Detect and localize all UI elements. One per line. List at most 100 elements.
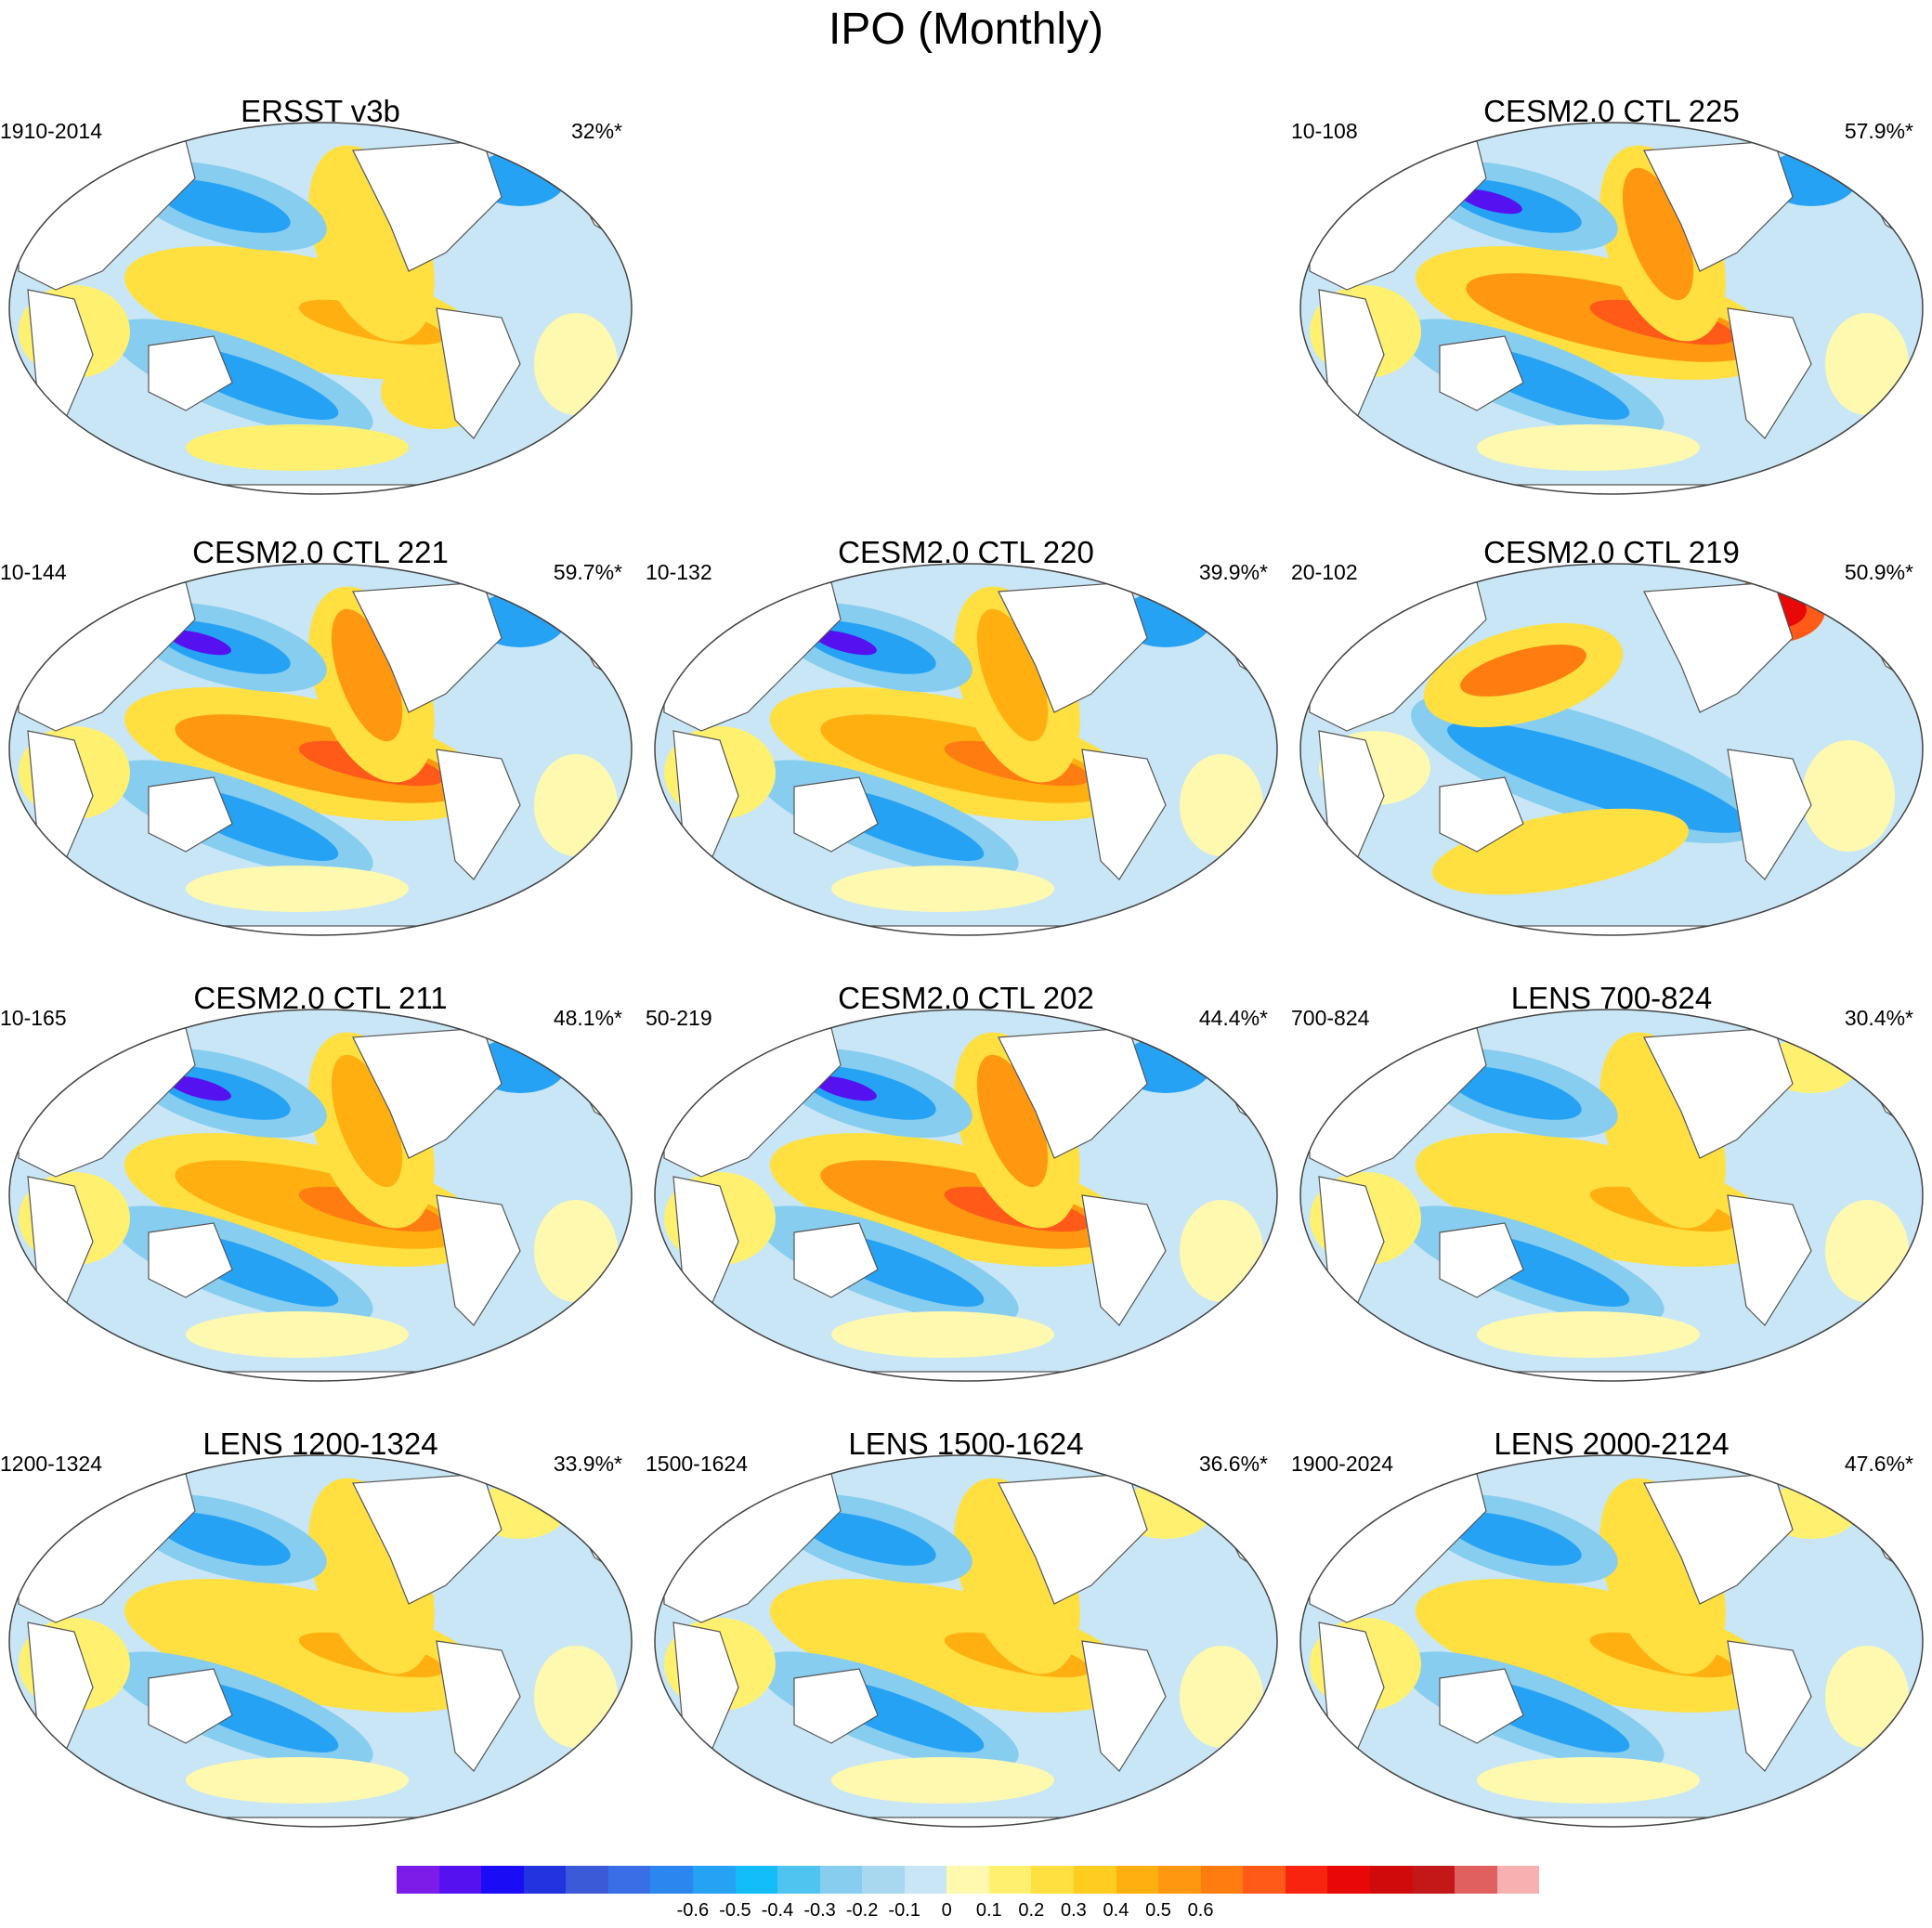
colorbar-labels: -0.6 -0.5 -0.4 -0.3 -0.2 -0.1 0 0.1 0.2 0.3 0.4 0.5…	[397, 1900, 1539, 1928]
panel-period: 20-102	[1291, 560, 1358, 584]
east-pacific-arm-core	[976, 1500, 1049, 1634]
south-atlantic-anomaly	[534, 313, 618, 415]
east-pacific-arm-core	[331, 1500, 403, 1634]
sst-regression-map	[654, 1454, 1278, 1828]
north-pacific-cold-core	[155, 1512, 291, 1566]
southern-ocean-anomaly	[1477, 1757, 1700, 1804]
sst-regression-map	[8, 1454, 633, 1828]
colorbar-cell	[735, 1866, 778, 1894]
colorbar-cell	[607, 1866, 651, 1894]
africa-land	[1318, 289, 1385, 422]
map-panel: LENS 1500-1624 1500-1624 36.6%*	[646, 1426, 1286, 1853]
africa-land	[1318, 730, 1385, 863]
panel-title: LENS 1500-1624	[848, 1426, 1084, 1461]
panel-variance-percent: 47.6%*	[1844, 1452, 1913, 1476]
colorbar-cell	[1369, 1866, 1413, 1894]
colorbar-cell	[1074, 1866, 1116, 1894]
colorbar-cell	[692, 1866, 736, 1894]
australia-land	[148, 1668, 233, 1744]
panel-period: 1900-2024	[1291, 1452, 1393, 1476]
north-pacific-cold-max	[168, 630, 231, 656]
east-pacific-arm-core	[1622, 1054, 1694, 1188]
panel-period: 10-165	[0, 1006, 67, 1030]
panel-period: 10-132	[646, 560, 712, 584]
panel-variance-percent: 44.4%*	[1198, 1006, 1268, 1030]
sst-regression-map	[8, 122, 633, 495]
atlantic-anomaly	[1802, 740, 1895, 852]
map-outline	[1299, 1454, 1924, 1828]
colorbar-cell	[946, 1866, 989, 1894]
east-pacific-arm-core	[331, 1054, 403, 1188]
map-outline	[1299, 1009, 1924, 1382]
colorbar-tick-label: 0.6	[1187, 1900, 1214, 1921]
east-pacific-arm-core	[976, 608, 1049, 742]
panel-period: 50-219	[646, 1006, 712, 1030]
sst-regression-map	[654, 1009, 1278, 1382]
australia-land	[1439, 776, 1524, 853]
colorbar-cell	[397, 1866, 439, 1894]
panel-title: CESM2.0 CTL 211	[193, 981, 448, 1015]
map-panel: CESM2.0 CTL 220 10-132 39.9%*	[646, 534, 1286, 961]
south-america-land	[1081, 1640, 1167, 1772]
east-pacific-arm-core	[1622, 167, 1694, 301]
colorbar-tick-label: -0.4	[761, 1900, 794, 1921]
south-america-land	[436, 1194, 521, 1326]
colorbar-cell	[1200, 1866, 1244, 1894]
colorbar-cell	[1243, 1866, 1286, 1894]
southern-ocean-anomaly	[186, 866, 409, 912]
map-panel: LENS 1200-1324 1200-1324 33.9%*	[0, 1426, 641, 1853]
southern-ocean-anomaly	[186, 1757, 409, 1804]
africa-land	[672, 730, 739, 863]
panel-title: CESM2.0 CTL 202	[838, 981, 1094, 1015]
colorbar-tick-label: 0.1	[975, 1900, 1002, 1921]
south-america-land	[1727, 1194, 1812, 1326]
sst-regression-map	[1299, 1454, 1924, 1828]
colorbar-cell	[1455, 1866, 1497, 1894]
map-panel: CESM2.0 CTL 202 50-219 44.4%*	[646, 980, 1286, 1407]
colorbar-cell	[1031, 1866, 1074, 1894]
southern-ocean-anomaly	[1477, 1311, 1700, 1358]
south-atlantic-anomaly	[534, 1200, 618, 1302]
australia-land	[793, 1222, 879, 1298]
colorbar-cell	[481, 1866, 524, 1894]
north-pacific-cold-core	[1446, 1066, 1582, 1120]
africa-land	[27, 730, 94, 863]
africa-land	[27, 289, 94, 422]
south-atlantic-anomaly	[1180, 1646, 1263, 1748]
panel-title: CESM2.0 CTL 219	[1483, 535, 1740, 569]
panel-variance-percent: 59.7%*	[553, 560, 622, 584]
south-america-land	[1081, 749, 1167, 880]
australia-land	[148, 335, 233, 411]
south-atlantic-anomaly	[1180, 1200, 1263, 1302]
north-pacific-cold-core	[155, 179, 291, 233]
colorbar-cell	[862, 1866, 905, 1894]
sst-regression-map	[8, 563, 633, 936]
map-outline	[8, 1009, 633, 1382]
colorbar-cell	[988, 1866, 1032, 1894]
south-atlantic-anomaly	[1825, 1646, 1909, 1748]
africa-land	[1318, 1176, 1385, 1309]
colorbar-cell	[1496, 1866, 1540, 1894]
map-outline	[1299, 122, 1924, 495]
east-pacific-arm-core	[976, 1054, 1049, 1188]
panel-title: LENS 700-824	[1510, 981, 1713, 1015]
australia-land	[1439, 335, 1524, 411]
colorbar-cell	[438, 1866, 482, 1894]
panel-variance-percent: 33.9%*	[553, 1452, 622, 1476]
colorbar-tick-label: -0.5	[719, 1900, 751, 1921]
colorbar-tick-label: 0	[941, 1900, 952, 1921]
east-pacific-arm-core	[331, 167, 403, 301]
map-panel: LENS 700-824 700-824 30.4%*	[1291, 980, 1932, 1407]
south-atlantic-anomaly	[534, 1646, 618, 1748]
colorbar-cell	[1412, 1866, 1456, 1894]
north-pacific-cold-max	[1459, 189, 1522, 215]
map-panel: CESM2.0 CTL 225 10-108 57.9%*	[1291, 93, 1932, 520]
south-america-land	[436, 1640, 521, 1772]
sst-regression-map	[1299, 1009, 1924, 1382]
north-pacific-cold-core	[1446, 1512, 1582, 1566]
colorbar-tick-label: 0.4	[1103, 1900, 1129, 1921]
colorbar-cell	[819, 1866, 863, 1894]
colorbar-tick-label: -0.3	[803, 1900, 836, 1921]
africa-land	[672, 1622, 739, 1754]
map-outline	[654, 563, 1278, 936]
